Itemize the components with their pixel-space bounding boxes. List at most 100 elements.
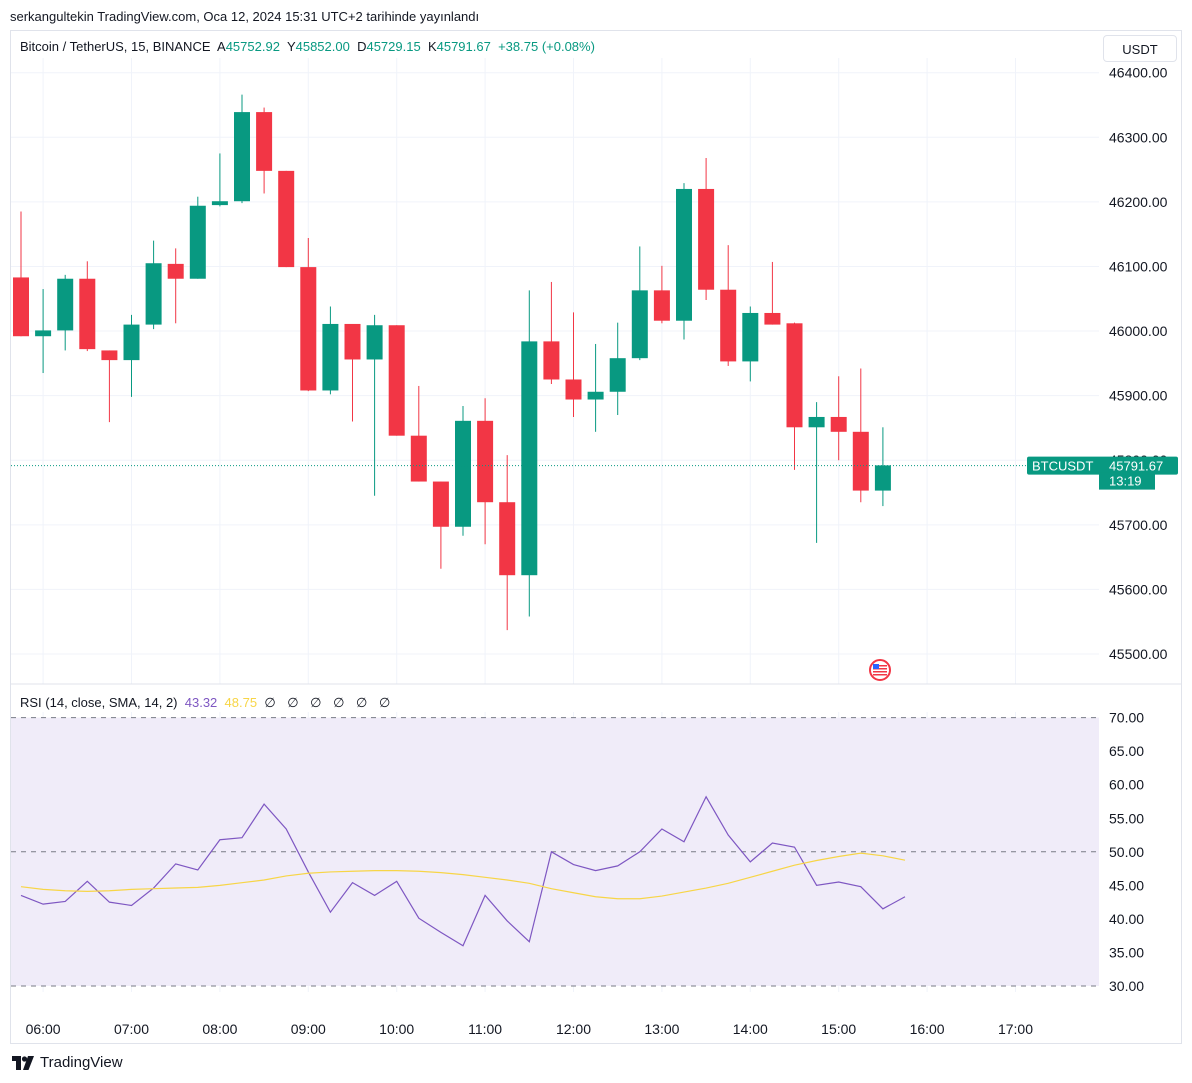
candle-body	[256, 112, 273, 171]
rsi-value: 43.32	[184, 695, 218, 710]
rsi-lines	[20, 795, 906, 947]
candle-body	[13, 277, 29, 337]
price-tag-countdown-box	[1099, 472, 1155, 490]
low-label: D	[357, 39, 367, 54]
candle-body	[432, 481, 449, 527]
x-tick-label: 15:00	[821, 1021, 856, 1037]
candle-body	[698, 188, 715, 290]
candle-body	[145, 263, 162, 325]
price-tag-symbol: BTCUSDT	[1032, 459, 1093, 474]
flag-stripe	[873, 674, 887, 676]
candle-body	[234, 112, 250, 202]
us-flag-event-icon	[869, 659, 891, 681]
candle-body	[720, 289, 737, 362]
rsi-tick-label: 65.00	[1109, 743, 1144, 759]
price-tag-symbol-box	[1027, 456, 1178, 475]
rsi-tick-label: 70.00	[1109, 710, 1144, 726]
tradingview-logo-icon	[12, 1055, 34, 1070]
candle-body	[366, 325, 383, 360]
candle-body	[631, 290, 648, 359]
candle-body	[587, 391, 604, 400]
price-tick-label: 45900.00	[1109, 388, 1168, 404]
candle-body	[499, 502, 516, 576]
close-value: 45791.67	[436, 39, 491, 54]
candle-body	[300, 267, 317, 391]
rsi-tick-label: 55.00	[1109, 810, 1144, 826]
rsi-sma-value: 48.75	[224, 695, 258, 710]
rsi-tick-label: 60.00	[1109, 777, 1144, 793]
rsi-sma-line	[20, 852, 906, 900]
rsi-title: RSI (14, close, SMA, 14, 2)	[20, 695, 178, 710]
candle-body	[35, 330, 52, 337]
x-tick-label: 10:00	[379, 1021, 414, 1037]
x-tick-label: 09:00	[291, 1021, 326, 1037]
candle-body	[101, 350, 118, 361]
candle-body	[79, 278, 96, 350]
flag-stripe	[873, 671, 887, 673]
flag-canton	[873, 664, 879, 669]
rsi-legend: RSI (14, close, SMA, 14, 2) 43.32 48.75 …	[20, 695, 394, 711]
x-tick-label: 11:00	[468, 1021, 502, 1037]
price-tag-countdown: 13:19	[1109, 474, 1142, 489]
price-tick-label: 46400.00	[1109, 65, 1168, 81]
candle-body	[521, 341, 538, 576]
x-tick-label: 16:00	[910, 1021, 945, 1037]
price-tick-label: 45500.00	[1109, 646, 1168, 662]
candle-body	[410, 435, 427, 482]
price-legend: Bitcoin / TetherUS, 15, BINANCE A45752.9…	[20, 39, 595, 54]
candle-body	[808, 416, 825, 428]
rsi-line	[20, 795, 906, 947]
candle-body	[278, 170, 295, 268]
candle-body	[653, 290, 670, 321]
candle-body	[565, 379, 582, 400]
chart-frame	[10, 30, 1182, 1044]
candle-body	[786, 323, 803, 428]
candle-body	[742, 312, 759, 362]
close-label: K	[427, 39, 437, 54]
candle-body	[543, 341, 560, 380]
flag-stripe	[873, 665, 887, 667]
open-label: A	[217, 39, 226, 54]
brand-name: TradingView	[40, 1054, 123, 1071]
price-tick-label: 46300.00	[1109, 129, 1168, 145]
axes: 06:00 07:00 08:00 09:00 10:00 11:00 12:00 13:00…	[11, 65, 1178, 1037]
candles	[13, 94, 891, 631]
rsi-tick-label: 45.00	[1109, 877, 1144, 893]
high-label: Y	[286, 39, 296, 54]
candle-body	[167, 263, 184, 279]
candle-body	[455, 420, 471, 527]
candle-body	[830, 416, 847, 432]
rsi-tick-label: 35.00	[1109, 944, 1144, 960]
high-value: 45852.00	[295, 39, 350, 54]
x-tick-label: 13:00	[644, 1021, 679, 1037]
flag-stripe	[873, 668, 887, 670]
candle-body	[211, 201, 228, 206]
candle-body	[609, 358, 626, 392]
flag-ring	[869, 659, 891, 681]
currency-button[interactable]: USDT	[1103, 35, 1177, 62]
x-tick-label: 06:00	[26, 1021, 61, 1037]
rsi-tick-label: 40.00	[1109, 911, 1144, 927]
change-value: +38.75 (+0.08%)	[498, 39, 595, 54]
rsi-band	[11, 717, 1099, 987]
candle-body	[388, 325, 405, 436]
candle-body	[189, 205, 206, 279]
price-tick-label: 46000.00	[1109, 323, 1168, 339]
rsi-tick-label: 50.00	[1109, 844, 1144, 860]
price-tag-price: 45791.67	[1109, 459, 1163, 474]
x-tick-label: 08:00	[202, 1021, 237, 1037]
candle-body	[123, 324, 140, 361]
candle-body	[344, 323, 361, 360]
candle-body	[477, 420, 494, 503]
x-tick-label: 07:00	[114, 1021, 149, 1037]
candle-body	[874, 465, 891, 491]
rsi-tick-label: 30.00	[1109, 978, 1144, 994]
low-value: 45729.15	[366, 39, 421, 54]
symbol-label: Bitcoin / TetherUS, 15, BINANCE	[20, 39, 211, 54]
price-tick-label: 46100.00	[1109, 258, 1168, 274]
published-caption: serkangultekin TradingView.com, Oca 12, …	[10, 9, 480, 24]
candle-body	[764, 312, 781, 325]
tradingview-brand: TradingView	[12, 1054, 123, 1071]
x-tick-label: 14:00	[733, 1021, 768, 1037]
